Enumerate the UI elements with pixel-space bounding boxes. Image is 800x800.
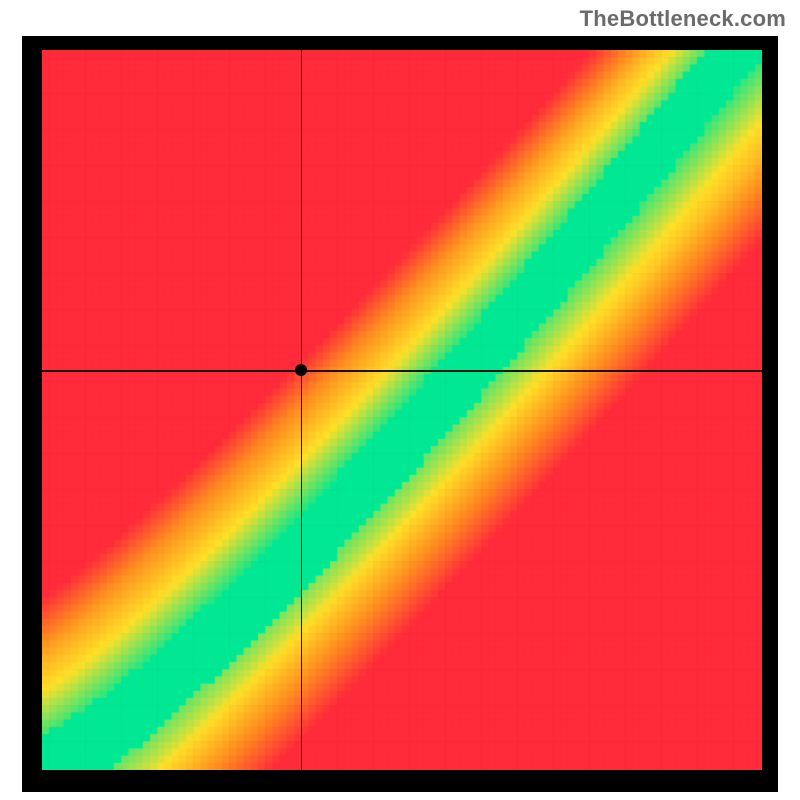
crosshair-vertical <box>301 50 302 770</box>
crosshair-horizontal <box>42 370 762 371</box>
bottleneck-heatmap <box>42 50 762 770</box>
data-point-marker <box>295 364 307 376</box>
heatmap-canvas <box>42 50 762 770</box>
attribution-text: TheBottleneck.com <box>580 6 786 32</box>
chart-frame <box>22 36 778 792</box>
